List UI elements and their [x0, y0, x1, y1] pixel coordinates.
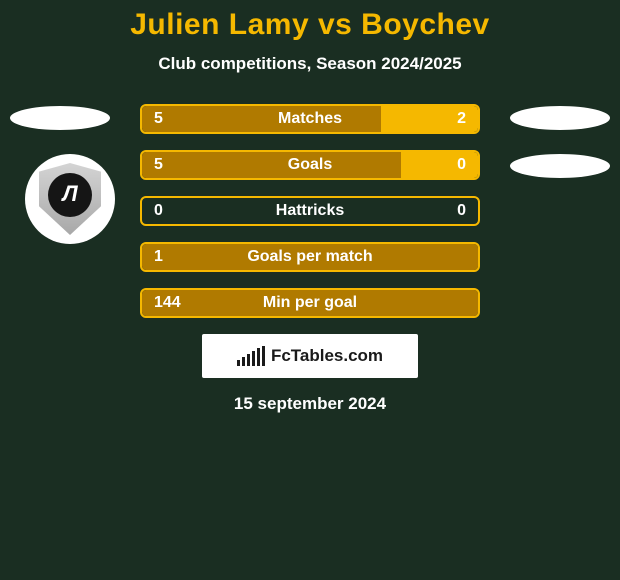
stat-fill-left — [142, 152, 401, 178]
stat-label: Goals — [288, 156, 332, 174]
stat-value-left: 144 — [154, 294, 181, 312]
stat-label: Min per goal — [263, 294, 357, 312]
stat-fill-left — [142, 106, 381, 132]
bar-chart-icon — [237, 346, 265, 366]
stat-label: Matches — [278, 110, 342, 128]
stat-value-right: 2 — [457, 110, 466, 128]
player-right-badge-ellipse-2 — [510, 154, 610, 178]
branding-text: FcTables.com — [271, 346, 383, 366]
stat-row: 1 Goals per match — [140, 242, 480, 272]
stat-row: 5 2 Matches — [140, 104, 480, 134]
comparison-infographic: Julien Lamy vs Boychev Club competitions… — [0, 0, 620, 414]
stat-label: Goals per match — [247, 248, 372, 266]
page-subtitle: Club competitions, Season 2024/2025 — [0, 54, 620, 74]
team-logo-letter: Л — [62, 181, 77, 207]
stat-value-right: 0 — [457, 202, 466, 220]
stat-value-left: 5 — [154, 110, 163, 128]
stat-value-right: 0 — [457, 156, 466, 174]
player-left-badge-ellipse — [10, 106, 110, 130]
player-right-badge-ellipse — [510, 106, 610, 130]
bar-icon-segment — [237, 360, 240, 366]
shield-icon: Л — [39, 163, 101, 235]
stat-fill-right — [401, 152, 478, 178]
stat-rows: 5 2 Matches 5 0 Goals 0 0 Hattricks 1 Goals per ma… — [140, 104, 480, 318]
stat-label: Hattricks — [276, 202, 344, 220]
stats-area: Л 5 2 Matches 5 0 Goals 0 0 Hattricks 1 Goals per … — [0, 104, 620, 318]
stat-value-left: 5 — [154, 156, 163, 174]
bar-icon-segment — [242, 357, 245, 366]
page-title: Julien Lamy vs Boychev — [0, 8, 620, 42]
branding-badge: FcTables.com — [202, 334, 418, 378]
bar-icon-segment — [257, 348, 260, 366]
bar-icon-segment — [252, 351, 255, 366]
stat-row: 5 0 Goals — [140, 150, 480, 180]
stat-row: 144 Min per goal — [140, 288, 480, 318]
stat-row: 0 0 Hattricks — [140, 196, 480, 226]
stat-value-left: 0 — [154, 202, 163, 220]
bar-icon-segment — [262, 346, 265, 366]
stat-value-left: 1 — [154, 248, 163, 266]
date-text: 15 september 2024 — [0, 394, 620, 414]
player-left-team-logo: Л — [25, 154, 115, 244]
bar-icon-segment — [247, 354, 250, 366]
